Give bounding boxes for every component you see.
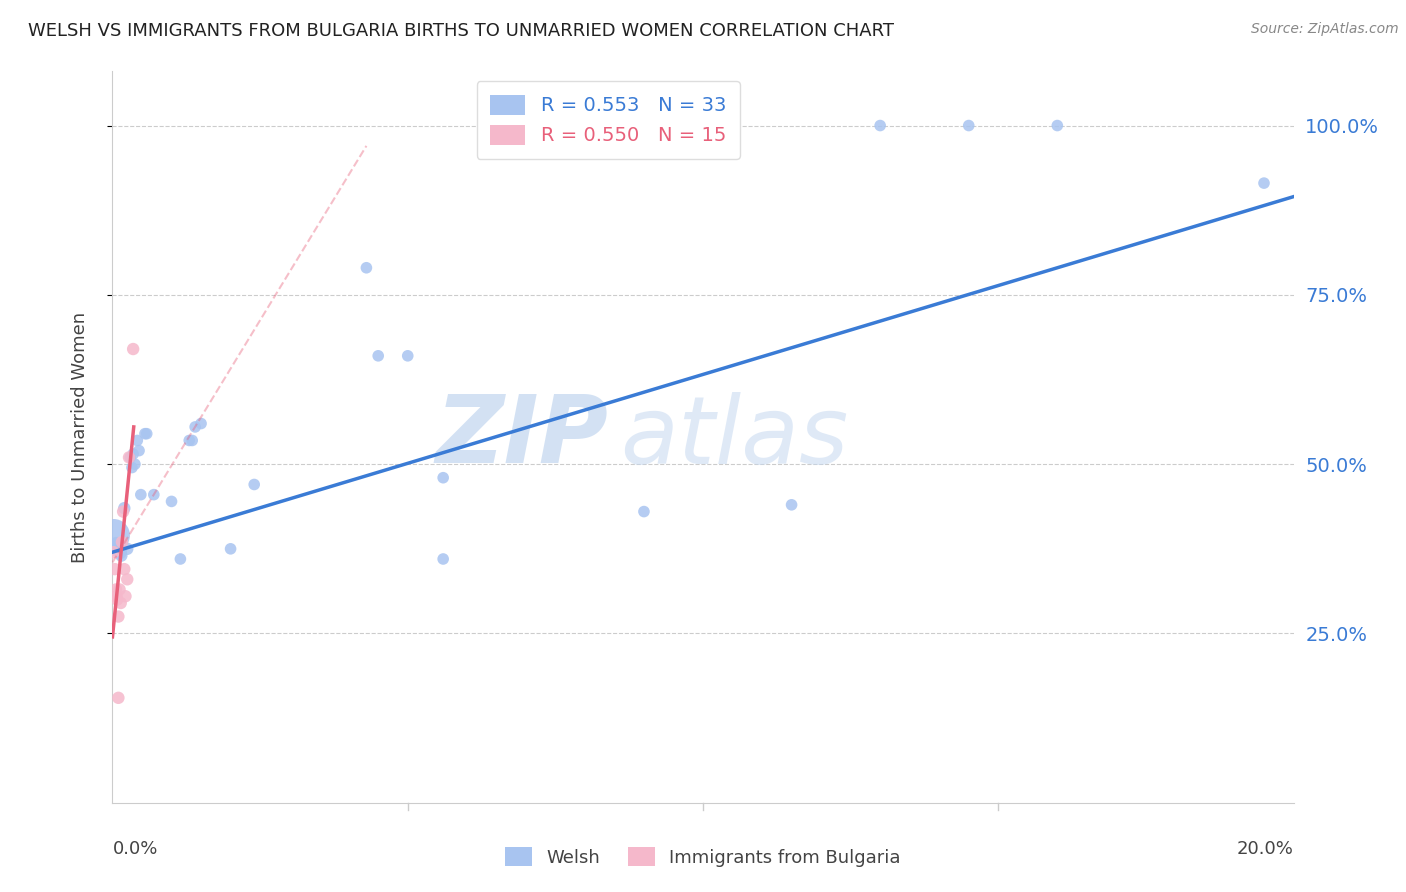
Point bbox=[107, 541, 129, 556]
Point bbox=[432, 552, 454, 566]
Text: Source: ZipAtlas.com: Source: ZipAtlas.com bbox=[1251, 22, 1399, 37]
Legend: R = 0.553   N = 33, R = 0.550   N = 15: R = 0.553 N = 33, R = 0.550 N = 15 bbox=[477, 81, 740, 159]
Point bbox=[120, 450, 142, 465]
Point bbox=[181, 434, 204, 448]
Point bbox=[105, 589, 128, 603]
Point bbox=[169, 552, 191, 566]
Point bbox=[633, 505, 655, 519]
Point bbox=[105, 538, 128, 552]
Text: atlas: atlas bbox=[620, 392, 849, 483]
Point bbox=[179, 434, 201, 448]
Point bbox=[396, 349, 419, 363]
Point bbox=[103, 528, 125, 542]
Point bbox=[957, 119, 980, 133]
Point bbox=[108, 582, 131, 597]
Point bbox=[721, 119, 744, 133]
Point bbox=[692, 119, 714, 133]
Point bbox=[1046, 119, 1069, 133]
Point bbox=[114, 589, 136, 603]
Point bbox=[108, 545, 131, 559]
Point bbox=[128, 443, 150, 458]
Point bbox=[112, 501, 135, 516]
Point bbox=[1253, 176, 1275, 190]
Point bbox=[190, 417, 212, 431]
Point bbox=[142, 488, 165, 502]
Point bbox=[105, 582, 128, 597]
Text: WELSH VS IMMIGRANTS FROM BULGARIA BIRTHS TO UNMARRIED WOMEN CORRELATION CHART: WELSH VS IMMIGRANTS FROM BULGARIA BIRTHS… bbox=[28, 22, 894, 40]
Point bbox=[117, 572, 138, 586]
Point bbox=[184, 420, 207, 434]
Point bbox=[107, 690, 129, 705]
Y-axis label: Births to Unmarried Women: Births to Unmarried Women bbox=[70, 311, 89, 563]
Text: 0.0%: 0.0% bbox=[112, 840, 157, 858]
Point bbox=[160, 494, 183, 508]
Point bbox=[869, 119, 891, 133]
Point bbox=[122, 342, 145, 356]
Point bbox=[117, 541, 138, 556]
Point bbox=[219, 541, 242, 556]
Point bbox=[118, 450, 141, 465]
Point bbox=[243, 477, 266, 491]
Text: ZIP: ZIP bbox=[436, 391, 609, 483]
Point bbox=[112, 562, 135, 576]
Point bbox=[110, 596, 132, 610]
Point bbox=[111, 535, 134, 549]
Text: 20.0%: 20.0% bbox=[1237, 840, 1294, 858]
Point bbox=[134, 426, 156, 441]
Point bbox=[110, 549, 132, 563]
Point bbox=[367, 349, 389, 363]
Point bbox=[104, 562, 127, 576]
Point bbox=[105, 592, 128, 607]
Point bbox=[124, 457, 146, 471]
Point bbox=[122, 447, 145, 461]
Point bbox=[107, 609, 129, 624]
Point bbox=[780, 498, 803, 512]
Point bbox=[356, 260, 378, 275]
Point bbox=[127, 434, 149, 448]
Legend: Welsh, Immigrants from Bulgaria: Welsh, Immigrants from Bulgaria bbox=[498, 840, 908, 874]
Point bbox=[103, 545, 125, 559]
Point bbox=[129, 488, 152, 502]
Point bbox=[432, 471, 454, 485]
Point bbox=[121, 460, 143, 475]
Point bbox=[135, 426, 157, 441]
Point bbox=[112, 505, 135, 519]
